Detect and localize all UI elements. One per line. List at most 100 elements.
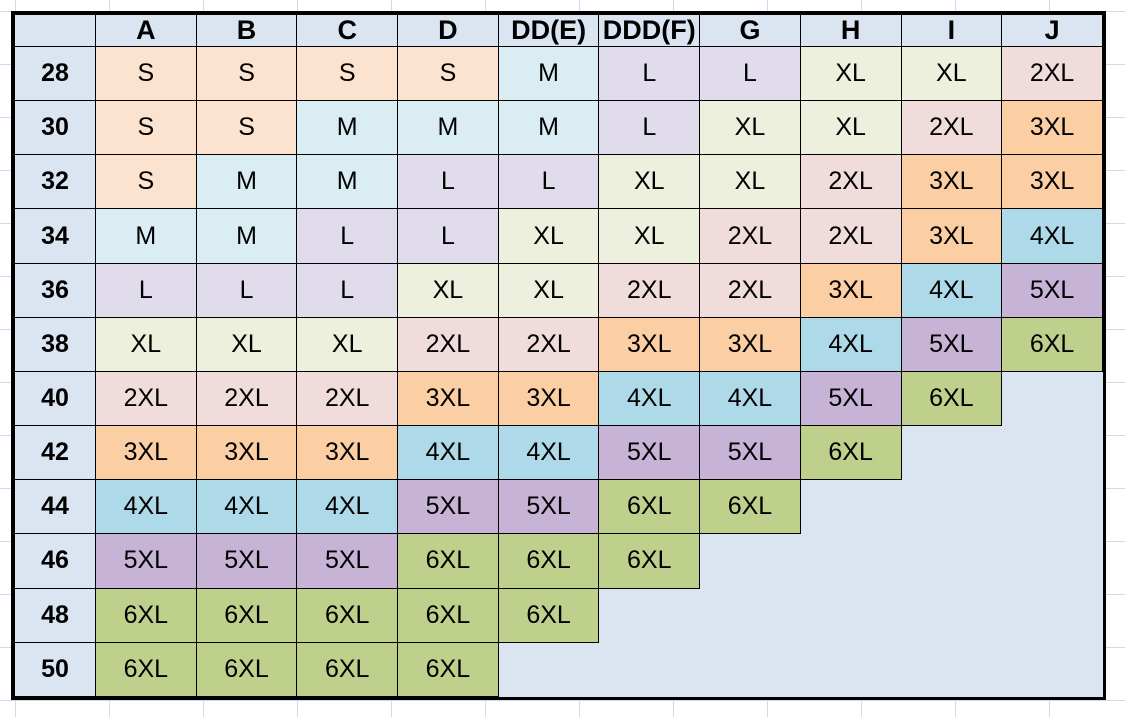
size-cell[interactable]: XL bbox=[699, 154, 801, 210]
size-cell[interactable]: 4XL bbox=[900, 262, 1003, 318]
size-cell[interactable]: XL bbox=[900, 45, 1003, 102]
size-cell[interactable]: 6XL bbox=[397, 641, 499, 698]
size-cell[interactable]: 2XL bbox=[296, 370, 399, 427]
size-cell[interactable]: 2XL bbox=[195, 370, 298, 427]
size-cell[interactable]: 5XL bbox=[497, 479, 600, 535]
empty-cell[interactable] bbox=[1001, 533, 1103, 589]
empty-cell[interactable] bbox=[598, 642, 700, 697]
empty-cell[interactable] bbox=[699, 533, 801, 589]
size-cell[interactable]: 6XL bbox=[699, 479, 801, 535]
column-header-h[interactable]: H bbox=[799, 14, 902, 47]
size-cell[interactable]: 4XL bbox=[296, 479, 399, 535]
size-cell[interactable]: 4XL bbox=[598, 370, 701, 427]
size-cell[interactable]: 3XL bbox=[699, 316, 801, 372]
empty-cell[interactable] bbox=[800, 642, 901, 697]
size-cell[interactable]: 6XL bbox=[95, 587, 197, 643]
empty-cell[interactable] bbox=[901, 479, 1002, 534]
empty-cell[interactable] bbox=[598, 588, 700, 643]
column-header-d[interactable]: D bbox=[397, 14, 499, 47]
size-cell[interactable]: 6XL bbox=[296, 587, 399, 643]
size-cell[interactable]: L bbox=[397, 154, 499, 210]
column-header-i[interactable]: I bbox=[900, 14, 1003, 47]
size-cell[interactable]: M bbox=[497, 100, 600, 156]
size-cell[interactable]: M bbox=[95, 208, 197, 264]
size-cell[interactable]: 4XL bbox=[497, 425, 600, 481]
band-label-cell[interactable]: 38 bbox=[14, 316, 96, 372]
empty-cell[interactable] bbox=[800, 479, 901, 534]
empty-cell[interactable] bbox=[901, 425, 1002, 480]
empty-cell[interactable] bbox=[498, 642, 599, 697]
size-cell[interactable]: L bbox=[296, 262, 399, 318]
size-cell[interactable]: XL bbox=[497, 208, 600, 264]
size-cell[interactable]: XL bbox=[497, 262, 600, 318]
size-cell[interactable]: 6XL bbox=[598, 533, 701, 589]
empty-cell[interactable] bbox=[1001, 425, 1103, 480]
empty-cell[interactable] bbox=[800, 533, 901, 589]
size-cell[interactable]: 3XL bbox=[195, 425, 298, 481]
size-cell[interactable]: 6XL bbox=[799, 425, 902, 481]
band-label-cell[interactable]: 42 bbox=[14, 425, 96, 481]
empty-cell[interactable] bbox=[800, 588, 901, 643]
size-cell[interactable]: XL bbox=[699, 100, 801, 156]
size-cell[interactable]: 3XL bbox=[497, 370, 600, 427]
size-cell[interactable]: 2XL bbox=[699, 262, 801, 318]
size-cell[interactable]: 5XL bbox=[799, 370, 902, 427]
size-cell[interactable]: S bbox=[195, 100, 298, 156]
size-cell[interactable]: 2XL bbox=[497, 316, 600, 372]
size-cell[interactable]: 5XL bbox=[699, 425, 801, 481]
size-cell[interactable]: 6XL bbox=[195, 641, 298, 698]
size-cell[interactable]: 5XL bbox=[95, 533, 197, 589]
size-cell[interactable]: M bbox=[296, 154, 399, 210]
size-cell[interactable]: S bbox=[95, 154, 197, 210]
size-cell[interactable]: L bbox=[598, 45, 701, 102]
size-cell[interactable]: S bbox=[296, 45, 399, 102]
size-cell[interactable]: 4XL bbox=[1001, 208, 1103, 264]
column-header-g[interactable]: G bbox=[699, 14, 801, 47]
corner-cell[interactable] bbox=[14, 14, 96, 47]
size-cell[interactable]: 6XL bbox=[598, 479, 701, 535]
size-cell[interactable]: 6XL bbox=[900, 370, 1003, 427]
column-header-c[interactable]: C bbox=[296, 14, 399, 47]
band-label-cell[interactable]: 48 bbox=[14, 587, 96, 643]
size-cell[interactable]: 3XL bbox=[95, 425, 197, 481]
size-cell[interactable]: 3XL bbox=[900, 154, 1003, 210]
empty-cell[interactable] bbox=[1001, 642, 1103, 697]
empty-cell[interactable] bbox=[901, 642, 1002, 697]
size-cell[interactable]: L bbox=[95, 262, 197, 318]
size-cell[interactable]: 2XL bbox=[799, 208, 902, 264]
size-cell[interactable]: XL bbox=[799, 45, 902, 102]
band-label-cell[interactable]: 50 bbox=[14, 641, 96, 698]
size-cell[interactable]: 5XL bbox=[397, 479, 499, 535]
size-cell[interactable]: M bbox=[497, 45, 600, 102]
empty-cell[interactable] bbox=[699, 588, 801, 643]
size-cell[interactable]: 2XL bbox=[397, 316, 499, 372]
size-cell[interactable]: 2XL bbox=[598, 262, 701, 318]
empty-cell[interactable] bbox=[699, 642, 801, 697]
size-cell[interactable]: 6XL bbox=[95, 641, 197, 698]
band-label-cell[interactable]: 28 bbox=[14, 45, 96, 102]
size-cell[interactable]: 3XL bbox=[397, 370, 499, 427]
column-header-a[interactable]: A bbox=[95, 14, 197, 47]
column-header-dde[interactable]: DD(E) bbox=[497, 14, 600, 47]
empty-cell[interactable] bbox=[1001, 588, 1103, 643]
column-header-dddf[interactable]: DDD(F) bbox=[598, 14, 701, 47]
size-cell[interactable]: S bbox=[397, 45, 499, 102]
band-label-cell[interactable]: 34 bbox=[14, 208, 96, 264]
size-cell[interactable]: 2XL bbox=[95, 370, 197, 427]
size-cell[interactable]: XL bbox=[195, 316, 298, 372]
size-cell[interactable]: 3XL bbox=[1001, 154, 1103, 210]
size-cell[interactable]: 4XL bbox=[699, 370, 801, 427]
size-cell[interactable]: L bbox=[699, 45, 801, 102]
size-cell[interactable]: 6XL bbox=[397, 587, 499, 643]
size-cell[interactable]: 2XL bbox=[900, 100, 1003, 156]
size-cell[interactable]: XL bbox=[799, 100, 902, 156]
band-label-cell[interactable]: 32 bbox=[14, 154, 96, 210]
empty-cell[interactable] bbox=[1001, 479, 1103, 534]
size-cell[interactable]: XL bbox=[397, 262, 499, 318]
size-cell[interactable]: XL bbox=[598, 208, 701, 264]
size-cell[interactable]: L bbox=[296, 208, 399, 264]
band-label-cell[interactable]: 36 bbox=[14, 262, 96, 318]
size-cell[interactable]: S bbox=[195, 45, 298, 102]
size-cell[interactable]: L bbox=[397, 208, 499, 264]
size-cell[interactable]: M bbox=[195, 154, 298, 210]
